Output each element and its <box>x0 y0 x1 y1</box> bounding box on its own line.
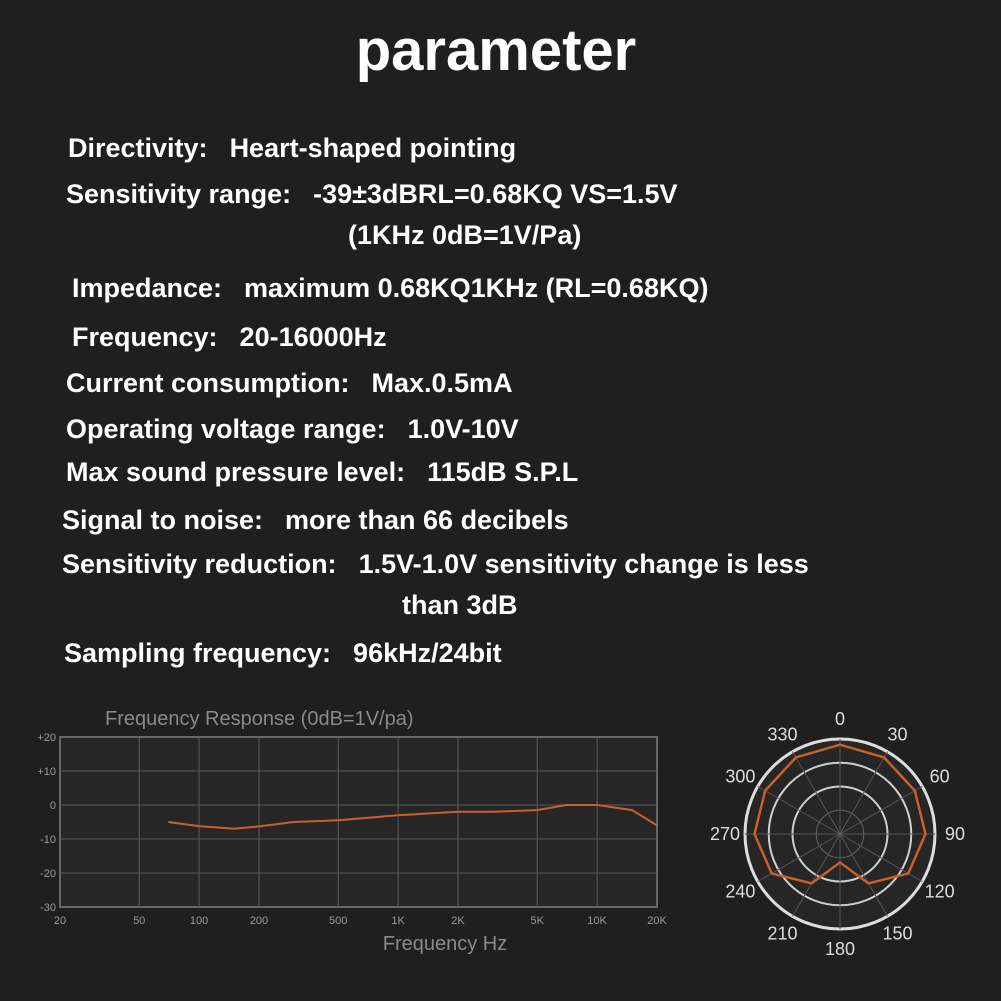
polar-spoke <box>839 786 923 835</box>
x-tick-label: 10K <box>587 915 607 927</box>
spec-value: (1KHz 0dB=1V/Pa) <box>348 220 581 250</box>
theta-tick-label: 240 <box>725 882 755 902</box>
polar-spoke <box>757 786 841 835</box>
spec-value: more than 66 decibels <box>285 505 569 535</box>
spec-label: Current consumption: <box>66 368 350 398</box>
theta-tick-label: 150 <box>882 924 912 944</box>
spec-line: Impedance: maximum 0.68KQ1KHz (RL=0.68KQ) <box>72 273 708 303</box>
spec-label: Operating voltage range: <box>66 414 386 444</box>
y-tick-label: 0 <box>50 800 56 812</box>
y-tick-label: +10 <box>37 766 56 778</box>
theta-tick-label: 90 <box>945 824 965 844</box>
spec-label: Sampling frequency: <box>64 638 331 668</box>
y-tick-label: -10 <box>40 834 56 846</box>
spec-line: Sampling frequency: 96kHz/24bit <box>64 638 502 668</box>
spec-line: Frequency: 20-16000Hz <box>72 322 387 352</box>
spec-value: 1.0V-10V <box>408 414 519 444</box>
spec-line: Current consumption: Max.0.5mA <box>66 368 513 398</box>
spec-value: 115dB S.P.L <box>427 457 578 487</box>
spec-line: Max sound pressure level: 115dB S.P.L <box>66 457 578 487</box>
x-tick-label: 500 <box>329 915 347 927</box>
theta-tick-label: 0 <box>835 709 845 729</box>
polar-pattern <box>753 743 927 885</box>
y-tick-label: +20 <box>37 732 56 744</box>
polar-spoke <box>839 751 888 835</box>
theta-tick-label: 180 <box>825 939 855 959</box>
x-tick-label: 2K <box>451 915 465 927</box>
x-tick-label: 200 <box>250 915 268 927</box>
theta-tick-label: 210 <box>767 924 797 944</box>
page-title: parameter <box>356 18 636 83</box>
x-tick-label: 1K <box>391 915 405 927</box>
spec-label: Sensitivity reduction: <box>62 549 337 579</box>
polar-spoke <box>839 833 888 917</box>
spec-line: Sensitivity range: -39±3dBRL=0.68KQ VS=1.… <box>66 179 678 209</box>
spec-label: Directivity: <box>68 133 208 163</box>
spec-value: -39±3dBRL=0.68KQ VS=1.5V <box>313 179 678 209</box>
spec-value: than 3dB <box>402 590 518 620</box>
x-axis-label: Frequency Hz <box>383 933 508 955</box>
y-tick-label: -30 <box>40 902 56 914</box>
x-tick-label: 5K <box>530 915 544 927</box>
spec-label: Signal to noise: <box>62 505 263 535</box>
theta-tick-label: 330 <box>767 724 797 744</box>
spec-line: Directivity: Heart-shaped pointing <box>68 133 516 163</box>
plot-area <box>59 736 658 908</box>
x-tick-label: 20 <box>54 915 66 927</box>
spec-label: Sensitivity range: <box>66 179 291 209</box>
polar-spoke <box>792 751 841 835</box>
spec-value: 1.5V-1.0V sensitivity change is less <box>359 549 809 579</box>
theta-tick-label: 270 <box>710 824 740 844</box>
x-tick-label: 50 <box>133 915 145 927</box>
spec-value: 20-16000Hz <box>240 322 387 352</box>
spec-line: Signal to noise: more than 66 decibels <box>62 505 569 535</box>
theta-tick-label: 120 <box>925 882 955 902</box>
spec-value: Heart-shaped pointing <box>230 133 517 163</box>
response-curve <box>168 804 658 830</box>
theta-tick-label: 300 <box>725 767 755 787</box>
x-tick-label: 20K <box>647 915 667 927</box>
polar-spoke <box>792 833 841 917</box>
y-tick-label: -20 <box>40 868 56 880</box>
spec-value: maximum 0.68KQ1KHz (RL=0.68KQ) <box>244 273 708 303</box>
spec-value: 96kHz/24bit <box>353 638 502 668</box>
spec-label: Impedance: <box>72 273 222 303</box>
spec-line: Operating voltage range: 1.0V-10V <box>66 414 519 444</box>
spec-value: Max.0.5mA <box>372 368 513 398</box>
spec-label: Max sound pressure level: <box>66 457 405 487</box>
chart-title: Frequency Response (0dB=1V/pa) <box>105 708 414 730</box>
spec-line: Sensitivity reduction: 1.5V-1.0V sensitiv… <box>62 549 809 579</box>
spec-label: Frequency: <box>72 322 218 352</box>
theta-tick-label: 60 <box>930 767 950 787</box>
theta-tick-label: 30 <box>887 724 907 744</box>
x-tick-label: 100 <box>190 915 208 927</box>
